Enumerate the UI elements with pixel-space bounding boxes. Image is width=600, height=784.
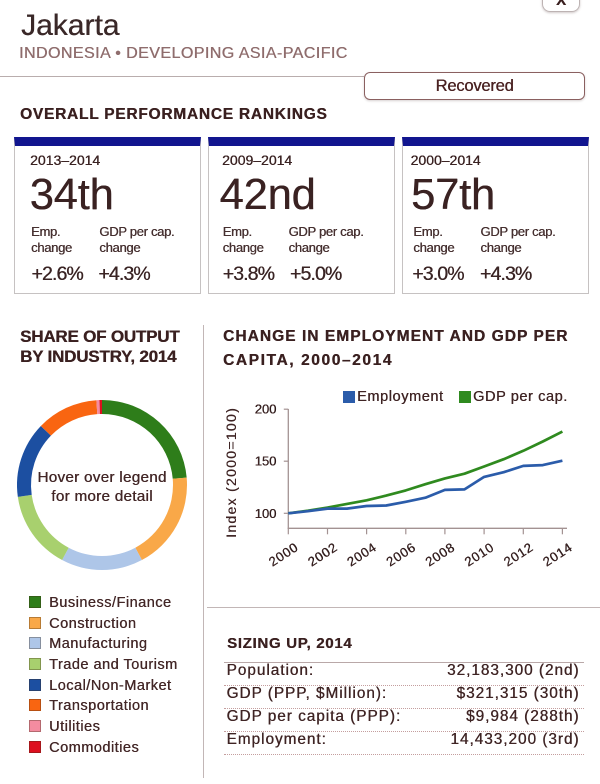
svg-text:2006: 2006 — [383, 539, 418, 569]
svg-text:2004: 2004 — [344, 539, 379, 569]
svg-text:2012: 2012 — [501, 539, 536, 569]
svg-text:2000: 2000 — [266, 539, 301, 569]
svg-text:2008: 2008 — [422, 539, 457, 569]
svg-text:2014: 2014 — [540, 539, 575, 569]
svg-text:200: 200 — [255, 402, 277, 417]
svg-text:2010: 2010 — [462, 539, 497, 569]
svg-text:150: 150 — [255, 454, 277, 469]
svg-text:2002: 2002 — [305, 539, 340, 569]
svg-text:100: 100 — [255, 506, 277, 521]
